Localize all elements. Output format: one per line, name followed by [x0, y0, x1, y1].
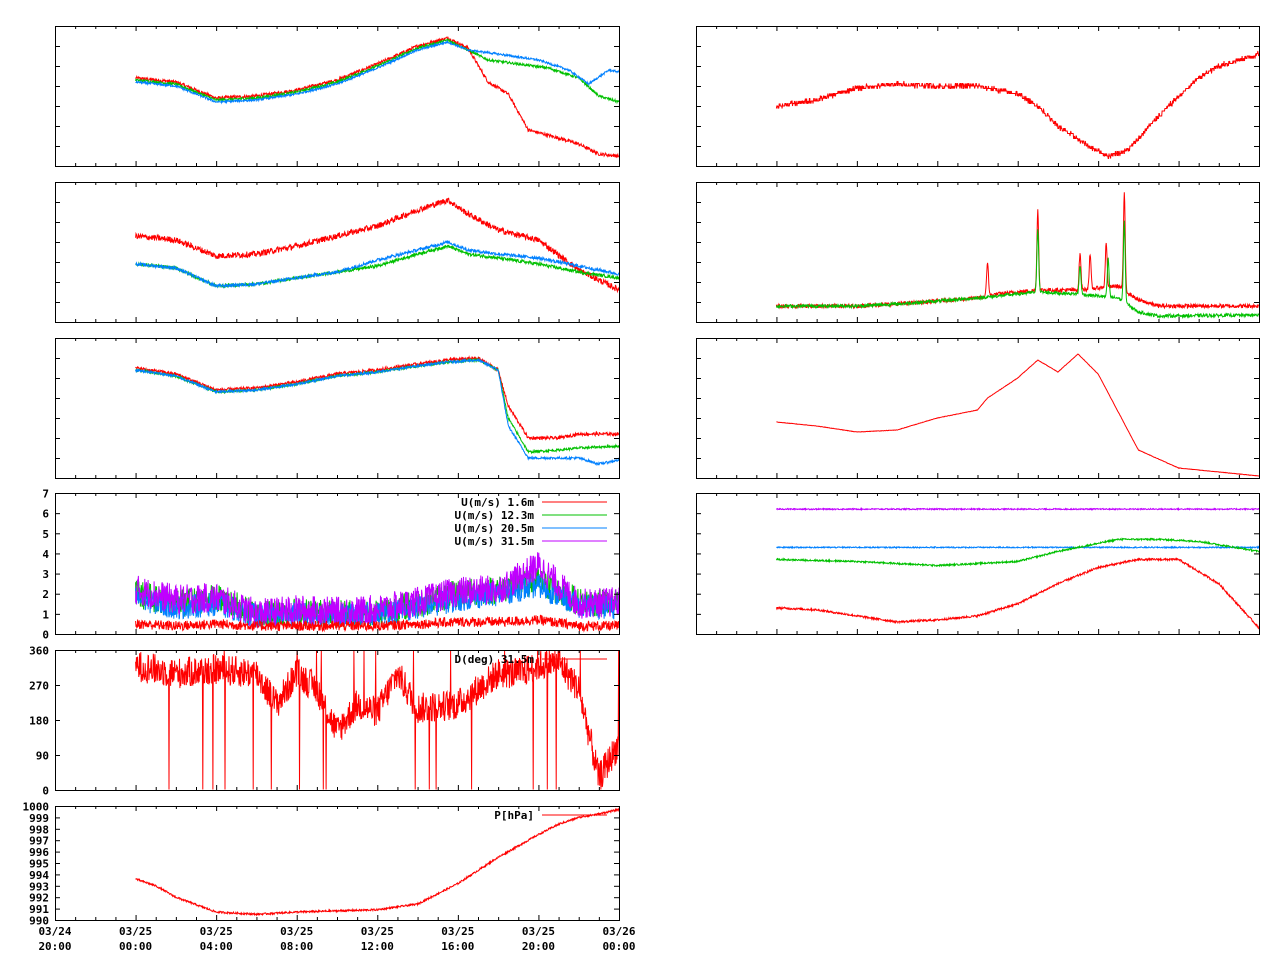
wind-speed-series-purple [135, 552, 619, 629]
var-right-frame [696, 182, 1260, 323]
x-tick-date: 03/25 [522, 925, 555, 938]
y-tick-label: 991 [29, 903, 49, 916]
temp2-left-series-blue [135, 357, 619, 467]
x-tick-date: 03/25 [119, 925, 152, 938]
temp-right-panel [696, 26, 1260, 167]
legend-label: U(m/s) 12.3m [455, 509, 535, 522]
humidity-right-series-red [776, 353, 1259, 477]
y-tick-label: 995 [29, 858, 49, 871]
y-tick-label: 992 [29, 892, 49, 905]
temp2-left-panel [55, 338, 620, 479]
y-tick-label: 994 [29, 869, 49, 882]
levels-right-series-red [775, 557, 1259, 630]
x-axis-labels: 03/24 20:00 03/25 00:00 03/25 04:00 03/25 08:00… [38, 925, 635, 953]
temp-left-frame [55, 26, 620, 167]
temp-right-frame [696, 26, 1260, 167]
y-tick-label: 0 [42, 785, 49, 798]
humidity-right-panel [696, 338, 1260, 479]
var-right-panel [696, 182, 1260, 323]
y-tick-label: 1 [42, 608, 49, 621]
wind-speed-panel: 0 1 2 3 4 5 6 7 U(m/s) 1.6mU(m/s) 12.3mU(m/s) 20… [42, 488, 620, 642]
wind-speed-series-red [135, 614, 619, 633]
x-tick-date: 03/25 [441, 925, 474, 938]
y-tick-label: 6 [42, 508, 49, 521]
levels-right-series-purple [775, 506, 1259, 512]
y-tick-label: 360 [29, 645, 49, 658]
x-tick-time: 20:00 [38, 940, 71, 953]
var-right-series-green [775, 220, 1259, 320]
y-tick-label: 0 [42, 629, 49, 642]
x-tick-date: 03/25 [280, 925, 313, 938]
legend-label: U(m/s) 31.5m [455, 535, 535, 548]
legend-label: P[hPa] [494, 809, 534, 822]
levels-right-series-blue [776, 545, 1259, 550]
x-tick-time: 04:00 [200, 940, 233, 953]
wind-direction-panel: 0 90 180 270 360 D(deg) 31.5m [29, 645, 620, 798]
wind-speed-series-blue [135, 573, 619, 628]
x-tick-time: 00:00 [602, 940, 635, 953]
y-tick-label: 997 [29, 835, 49, 848]
var-left-frame [55, 182, 620, 323]
temp-left-series-red [135, 36, 619, 159]
legend-label: U(m/s) 20.5m [455, 522, 535, 535]
temp-left-series-green [135, 38, 619, 105]
pressure-frame [55, 806, 620, 921]
y-tick-label: 996 [29, 846, 49, 859]
y-tick-label: 990 [29, 915, 49, 928]
x-tick-time: 00:00 [119, 940, 152, 953]
var-left-panel [55, 182, 620, 323]
y-tick-label: 2 [42, 588, 49, 601]
y-tick-label: 270 [29, 680, 49, 693]
temp2-left-series-red [135, 355, 619, 441]
levels-right-panel [696, 493, 1260, 635]
x-tick-date: 03/25 [361, 925, 394, 938]
y-tick-label: 999 [29, 812, 49, 825]
y-tick-label: 998 [29, 823, 49, 836]
x-tick-time: 20:00 [522, 940, 555, 953]
y-tick-label: 1000 [23, 801, 50, 814]
x-tick-time: 12:00 [361, 940, 394, 953]
var-left-series-blue [135, 239, 619, 289]
legend-label: U(m/s) 1.6m [461, 496, 534, 509]
wind-direction-series-red [135, 650, 619, 790]
var-left-series-red [135, 197, 619, 294]
y-tick-label: 993 [29, 880, 49, 893]
temp-left-panel [55, 26, 620, 167]
y-tick-label: 180 [29, 715, 49, 728]
temp-left-series-blue [135, 39, 619, 105]
y-tick-label: 4 [42, 548, 49, 561]
x-tick-time: 16:00 [441, 940, 474, 953]
pressure-series-red [135, 807, 619, 917]
x-tick-date: 03/26 [602, 925, 635, 938]
y-tick-label: 3 [42, 568, 49, 581]
y-tick-label: 7 [42, 488, 49, 501]
x-tick-time: 08:00 [280, 940, 313, 953]
levels-right-series-green [775, 537, 1259, 568]
y-tick-label: 5 [42, 528, 49, 541]
x-tick-date: 03/24 [38, 925, 71, 938]
var-right-series-red [775, 192, 1259, 310]
temp-right-series-red [775, 50, 1259, 159]
y-tick-label: 90 [36, 750, 49, 763]
legend-label: D(deg) 31.5m [455, 653, 535, 666]
x-tick-date: 03/25 [200, 925, 233, 938]
